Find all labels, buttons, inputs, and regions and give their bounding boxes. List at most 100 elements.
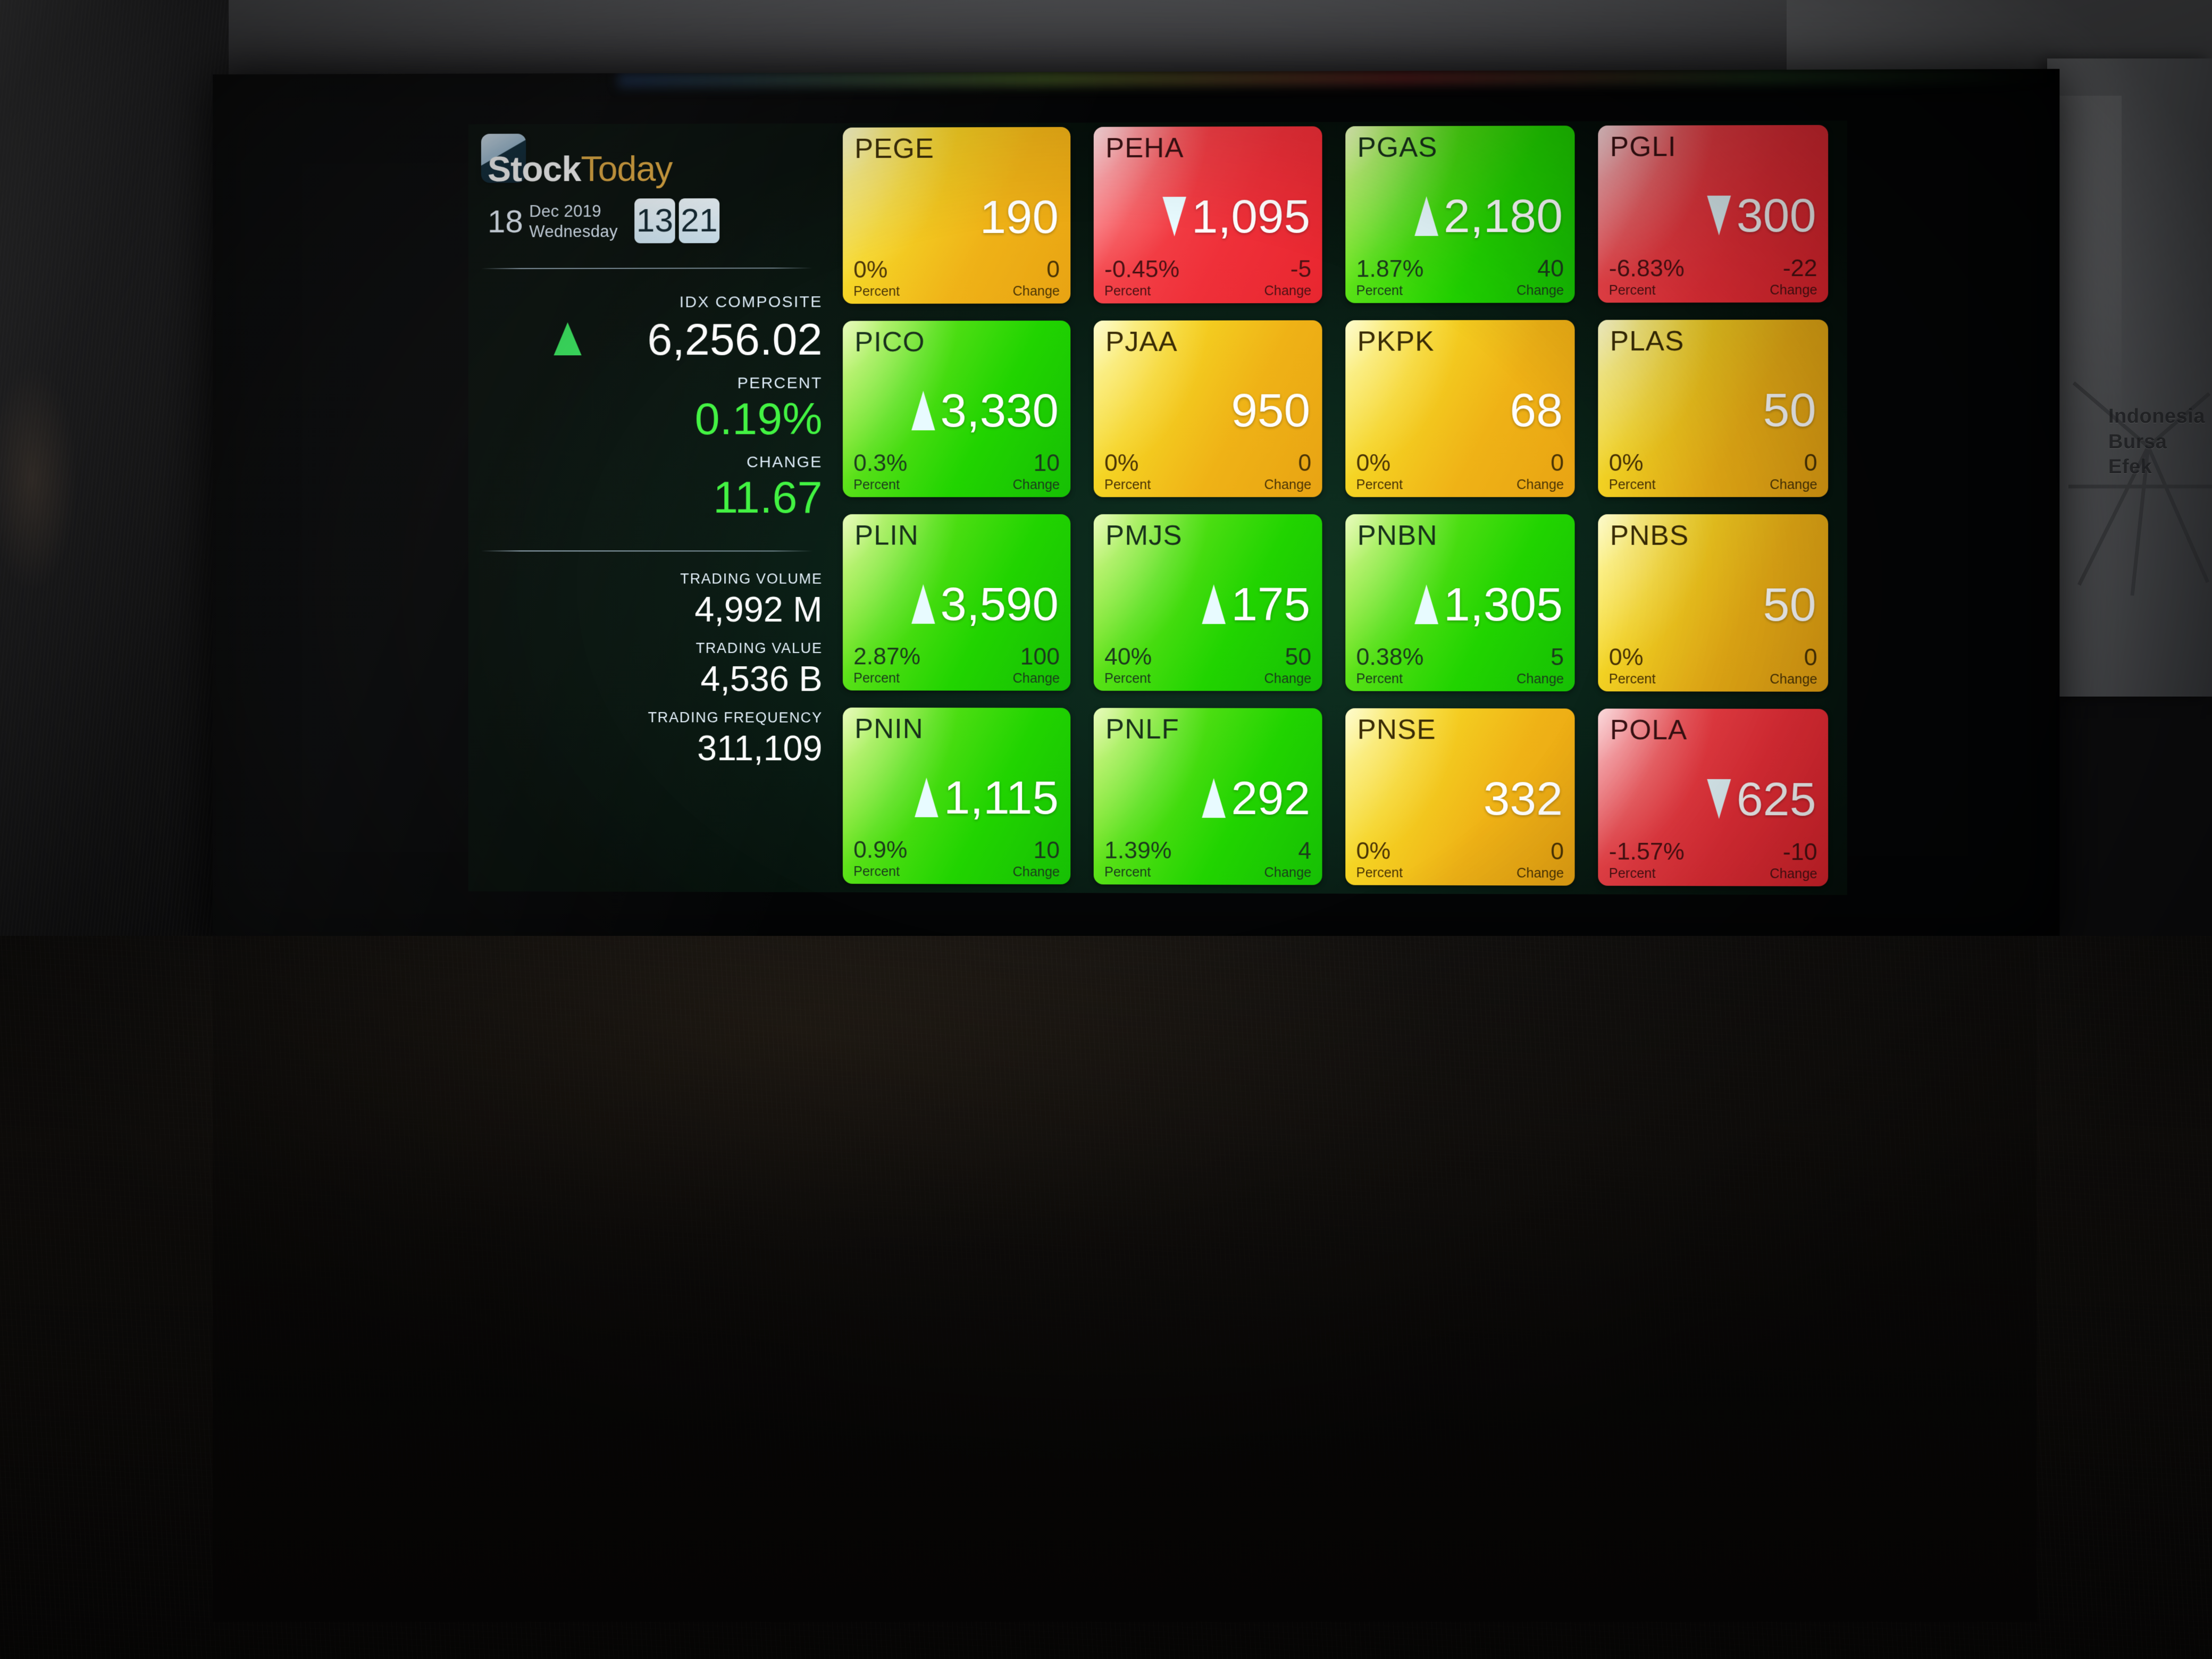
percent-label: Percent (1356, 477, 1403, 492)
wall-left-texture (0, 0, 229, 936)
price-row: 175 (1202, 577, 1310, 631)
ticker-tile-pnbn[interactable]: PNBN 1,305 0.38% 5 Percent Change (1345, 514, 1575, 692)
index-change-label: CHANGE (746, 453, 823, 471)
tile-footer: 40% 50 Percent Change (1104, 643, 1311, 687)
trading-volume-label: TRADING VOLUME (680, 571, 823, 587)
percent-label: Percent (853, 284, 900, 299)
app-title-light: Today (581, 148, 673, 189)
direction-up-icon (911, 390, 935, 431)
change-label: Change (1264, 283, 1312, 299)
index-percent-value: 0.19% (694, 393, 823, 444)
ticker-tile-pnlf[interactable]: PNLF 292 1.39% 4 Percent Change (1093, 708, 1322, 885)
percent-label: Percent (1608, 477, 1656, 492)
percent-value: 1.39% (1104, 837, 1172, 864)
change-label: Change (1770, 672, 1817, 687)
change-value: 0 (1551, 449, 1564, 476)
ticker-symbol: PLAS (1610, 325, 1685, 357)
tile-footer: 0.3% 10 Percent Change (853, 450, 1060, 492)
percent-value: 1.87% (1356, 256, 1424, 282)
trading-value-value: 4,536 B (700, 658, 823, 699)
last-price: 3,590 (940, 577, 1059, 631)
app-title: StockToday (488, 148, 673, 189)
ticker-tile-pkpk[interactable]: PKPK 68 0% 0 Percent Change (1345, 320, 1575, 497)
tile-footer: 1.39% 4 Percent Change (1104, 837, 1311, 881)
percent-value: 0% (1356, 450, 1391, 476)
polished-floor (0, 936, 2212, 1659)
change-label: Change (1012, 477, 1060, 492)
change-value: 0 (1298, 450, 1312, 476)
direction-up-icon (1414, 196, 1438, 236)
last-price: 1,305 (1443, 577, 1563, 631)
ticker-tile-pgli[interactable]: PGLI 300 -6.83% -22 Percent Change (1598, 125, 1829, 303)
change-label: Change (1516, 866, 1564, 881)
price-row: 300 (1707, 188, 1816, 242)
ticker-tile-pnse[interactable]: PNSE 332 0% 0 Percent Change (1345, 708, 1575, 886)
last-price: 50 (1763, 577, 1816, 631)
last-price: 2,180 (1443, 189, 1563, 242)
price-row: 190 (980, 190, 1059, 244)
percent-value: 0.38% (1356, 644, 1424, 671)
direction-up-icon (1202, 778, 1226, 818)
price-row: 3,330 (911, 384, 1059, 437)
change-label: Change (1012, 864, 1060, 880)
venue-sign-line2: Bursa Efek (2108, 430, 2167, 479)
floor-texture (0, 936, 2212, 1659)
percent-label: Percent (1356, 671, 1403, 686)
ticker-symbol: PNLF (1105, 714, 1179, 745)
percent-label: Percent (1104, 865, 1151, 880)
wall-left-stone (0, 0, 229, 936)
direction-up-icon (911, 584, 935, 624)
percent-value: 0% (1608, 644, 1644, 671)
tile-footer: -1.57% -10 Percent Change (1608, 839, 1817, 882)
ticker-symbol: PNBN (1357, 520, 1438, 551)
ticker-tile-pmjs[interactable]: PMJS 175 40% 50 Percent Change (1093, 514, 1322, 691)
last-price: 332 (1483, 772, 1563, 825)
venue-sign-line1: Indonesia (2108, 405, 2205, 428)
percent-label: Percent (1356, 865, 1403, 881)
last-price: 292 (1231, 771, 1311, 825)
change-value: 0 (1804, 449, 1817, 476)
percent-label: Percent (1104, 283, 1151, 299)
percent-label: Percent (853, 864, 900, 879)
change-value: 40 (1537, 255, 1564, 282)
ticker-tile-pege[interactable]: PEGE 190 0% 0 Percent Change (842, 127, 1071, 304)
percent-label: Percent (853, 671, 900, 686)
ticker-tile-pgas[interactable]: PGAS 2,180 1.87% 40 Percent Change (1345, 125, 1575, 303)
trading-frequency-value: 311,109 (697, 728, 823, 768)
trading-frequency-label: TRADING FREQUENCY (648, 709, 823, 726)
tile-footer: -6.83% -22 Percent Change (1608, 255, 1817, 298)
ticker-tile-pnin[interactable]: PNIN 1,115 0.9% 10 Percent Change (842, 707, 1071, 885)
ticker-symbol: PEGE (854, 133, 935, 165)
percent-label: Percent (1608, 866, 1656, 881)
ticker-tile-plas[interactable]: PLAS 50 0% 0 Percent Change (1598, 320, 1829, 497)
ticker-tile-pnbs[interactable]: PNBS 50 0% 0 Percent Change (1598, 514, 1829, 692)
ticker-symbol: PLIN (854, 520, 919, 551)
ticker-tile-pjaa[interactable]: PJAA 950 0% 0 Percent Change (1093, 320, 1322, 497)
percent-value: 0% (1356, 837, 1391, 865)
change-value: 100 (1020, 643, 1060, 670)
change-value: -22 (1782, 255, 1817, 282)
tile-footer: 0.9% 10 Percent Change (853, 837, 1060, 880)
ticker-symbol: PEHA (1105, 132, 1184, 164)
price-row: 332 (1483, 772, 1563, 825)
ticker-tile-plin[interactable]: PLIN 3,590 2.87% 100 Percent Change (842, 514, 1071, 691)
ticker-symbol: PMJS (1105, 520, 1183, 551)
ticker-tile-pola[interactable]: POLA 625 -1.57% -10 Percent Change (1598, 708, 1829, 886)
tile-footer: 0% 0 Percent Change (1608, 644, 1817, 687)
change-label: Change (1516, 671, 1564, 687)
percent-label: Percent (1608, 282, 1656, 298)
price-row: 2,180 (1414, 189, 1563, 242)
ticker-tile-pico[interactable]: PICO 3,330 0.3% 10 Percent Change (842, 320, 1071, 497)
index-percent-label: PERCENT (737, 374, 823, 392)
ticker-symbol: PNBS (1610, 520, 1689, 551)
direction-up-icon (915, 777, 939, 817)
ticker-symbol: PNIN (854, 713, 924, 745)
percent-value: -6.83% (1608, 255, 1685, 282)
tile-footer: 0.38% 5 Percent Change (1356, 644, 1564, 687)
stock-display-screen: StockToday 18 Dec 2019 Wednesday 13 21 I… (213, 69, 2060, 947)
ticker-tile-peha[interactable]: PEHA 1,095 -0.45% -5 Percent Change (1093, 126, 1322, 304)
percent-value: 40% (1104, 643, 1152, 670)
change-label: Change (1770, 866, 1817, 882)
tile-footer: 2.87% 100 Percent Change (853, 643, 1060, 686)
ticker-symbol: POLA (1610, 714, 1688, 746)
